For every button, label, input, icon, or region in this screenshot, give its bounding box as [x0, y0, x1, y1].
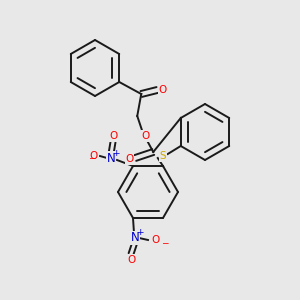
Text: O: O — [90, 151, 98, 161]
Text: O: O — [127, 255, 135, 265]
Text: O: O — [141, 131, 149, 141]
Text: N: N — [130, 232, 140, 244]
Text: −: − — [88, 153, 95, 162]
Text: O: O — [151, 235, 159, 245]
Text: O: O — [125, 154, 134, 164]
Text: −: − — [161, 238, 169, 247]
Text: +: + — [136, 229, 144, 238]
Text: +: + — [112, 148, 120, 158]
Text: N: N — [106, 152, 116, 164]
Text: O: O — [158, 85, 166, 95]
Text: O: O — [109, 131, 117, 141]
Text: S: S — [159, 151, 166, 161]
